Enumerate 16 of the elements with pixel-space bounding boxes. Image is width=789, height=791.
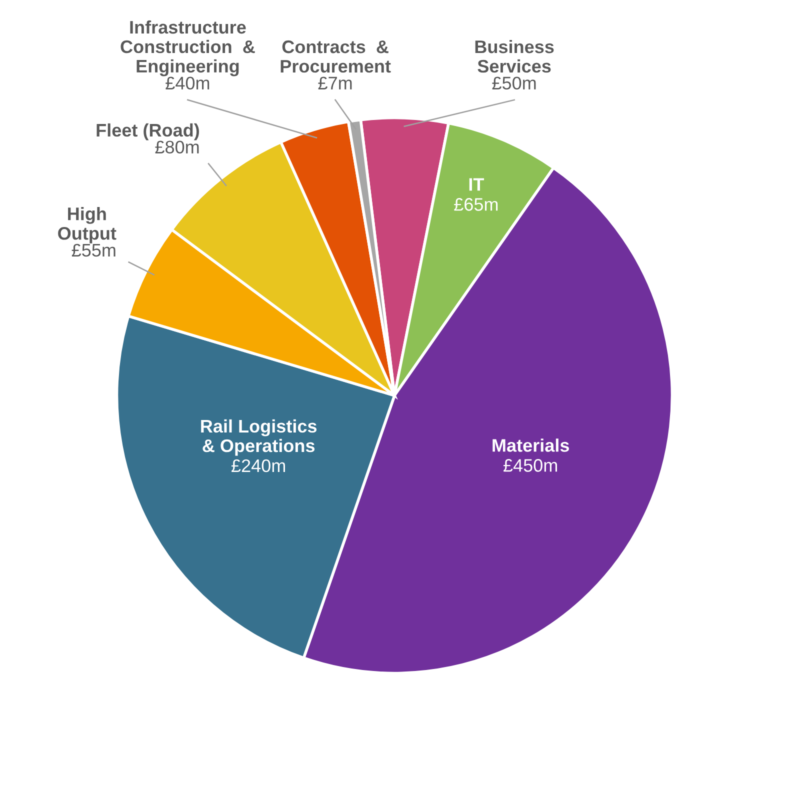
data-label: £450m (503, 459, 557, 472)
slice-label: High Output (58, 207, 116, 244)
slice-label: Fleet (Road) (96, 123, 199, 140)
data-label: £7m (318, 76, 352, 90)
slice-label: Business Services (475, 40, 554, 73)
slice-label: Materials (492, 438, 569, 452)
slice-label: Contracts & Procurement (280, 40, 391, 73)
data-label: £40m (166, 76, 210, 90)
data-label: £240m (231, 459, 285, 472)
data-label: £50m (492, 76, 536, 90)
data-label: £80m (155, 140, 199, 154)
data-label: £55m (72, 244, 116, 257)
slice-label: Infrastructure Construction & Engineering (120, 20, 255, 76)
slice-label: Rail Logistics & Operations (201, 419, 317, 456)
data-label: £65m (454, 198, 498, 211)
slice-label: IT (469, 178, 484, 191)
